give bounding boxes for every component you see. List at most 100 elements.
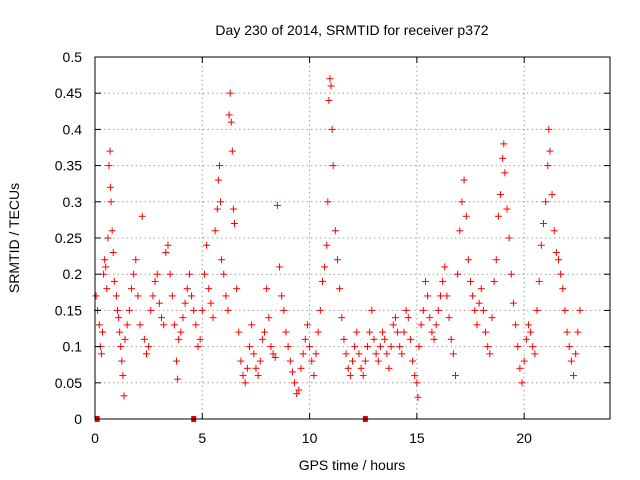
data-point	[100, 270, 108, 278]
data-point	[250, 350, 258, 358]
x-tick-label: 20	[516, 430, 532, 446]
data-point	[340, 335, 348, 343]
data-point	[548, 191, 556, 199]
data-point	[168, 292, 176, 300]
data-point	[213, 205, 221, 213]
data-point	[116, 328, 124, 336]
data-point	[132, 256, 140, 264]
data-point	[226, 89, 234, 97]
data-point	[518, 379, 526, 387]
data-point	[177, 328, 185, 336]
data-point	[364, 343, 372, 351]
data-point	[501, 169, 509, 177]
data-point	[477, 285, 485, 293]
data-point	[203, 241, 211, 249]
x-tick-label: 10	[302, 430, 318, 446]
y-tick-label: 0.2	[63, 266, 83, 282]
data-point	[192, 321, 200, 329]
data-point	[119, 372, 127, 380]
data-point	[355, 350, 363, 358]
data-point	[555, 256, 562, 264]
data-point	[316, 306, 324, 314]
x-tick-label: 5	[198, 430, 206, 446]
data-point	[269, 350, 277, 358]
data-point	[241, 379, 249, 387]
data-point	[254, 372, 262, 380]
data-point	[185, 270, 193, 278]
y-tick-label: 0.1	[63, 339, 83, 355]
data-point	[325, 96, 333, 104]
y-axis-label: SRMTID / TECUs	[6, 183, 22, 293]
data-point	[278, 292, 286, 300]
data-point	[561, 306, 569, 314]
data-point	[414, 393, 422, 401]
data-point	[324, 198, 332, 206]
data-point	[391, 314, 399, 322]
data-point	[217, 198, 225, 206]
data-point	[101, 256, 109, 264]
data-point	[342, 350, 350, 358]
data-point	[271, 353, 279, 361]
data-point	[225, 111, 233, 119]
data-point	[387, 343, 395, 351]
data-point	[537, 241, 545, 249]
y-tick-label: 0.5	[63, 49, 83, 65]
data-point	[516, 364, 524, 372]
data-point	[346, 372, 354, 380]
data-point	[263, 285, 271, 293]
data-point	[196, 335, 204, 343]
data-point	[194, 343, 202, 351]
data-point	[267, 343, 275, 351]
data-point	[318, 277, 326, 285]
data-point	[372, 350, 380, 358]
data-point	[233, 285, 241, 293]
data-point	[112, 292, 120, 300]
data-point	[310, 372, 318, 380]
data-point	[246, 343, 253, 351]
data-point	[486, 350, 494, 358]
data-point	[207, 299, 215, 307]
data-point	[376, 343, 384, 351]
data-point	[265, 314, 273, 322]
data-point	[430, 335, 438, 343]
data-point	[379, 328, 387, 336]
data-point	[258, 335, 266, 343]
data-point	[256, 357, 264, 365]
data-point	[227, 118, 235, 126]
data-point	[181, 299, 189, 307]
data-point	[170, 321, 178, 329]
data-point	[574, 328, 582, 336]
data-point	[460, 176, 468, 184]
data-point	[328, 125, 336, 133]
data-point	[295, 386, 303, 394]
data-point	[114, 306, 122, 314]
data-point	[288, 368, 296, 376]
data-point	[488, 314, 496, 322]
chart-title: Day 230 of 2014, SRMTID for receiver p37…	[215, 22, 488, 38]
data-point	[95, 321, 103, 329]
data-point	[190, 306, 198, 314]
data-point	[462, 212, 470, 220]
y-tick-labels: 0 0.05 0.1 0.15 0.2 0.25 0.3 0.35 0.4 0.45 0.5	[55, 49, 82, 427]
data-point	[443, 292, 451, 300]
data-point	[424, 292, 432, 300]
data-point	[336, 285, 344, 293]
data-point	[136, 321, 144, 329]
data-point	[205, 285, 213, 293]
data-point	[228, 147, 236, 155]
y-tick-label: 0.05	[55, 375, 82, 391]
x-axis-label: GPS time / hours	[299, 457, 406, 473]
data-point	[115, 314, 123, 322]
data-point	[344, 364, 352, 372]
data-point	[145, 343, 153, 351]
data-point	[353, 328, 361, 336]
data-point	[333, 256, 341, 264]
data-point	[125, 306, 133, 314]
data-point	[572, 350, 580, 358]
data-point	[544, 162, 552, 170]
data-point	[500, 140, 508, 148]
data-point	[479, 306, 487, 314]
data-point	[103, 285, 111, 293]
data-point	[107, 198, 115, 206]
data-point	[428, 328, 436, 336]
